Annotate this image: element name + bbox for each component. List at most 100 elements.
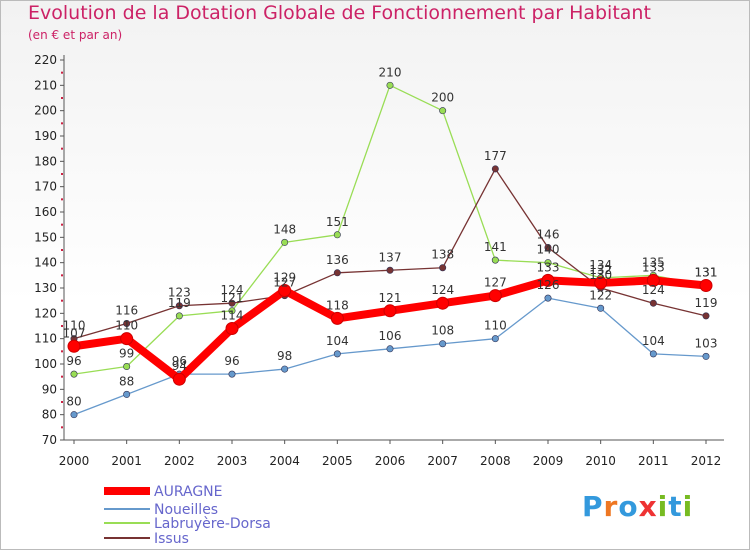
data-label: 80 [66,395,81,409]
data-label: 123 [168,286,191,300]
data-point [491,165,499,173]
data-point [649,299,657,307]
legend-label: AURAGNE [154,484,222,500]
data-label: 138 [431,248,454,262]
y-minor-tick [61,173,63,175]
y-tick-label: 130 [34,281,57,295]
x-tick-label: 2009 [533,454,564,468]
data-label: 96 [224,354,239,368]
data-point [649,350,657,358]
logo-letter: o [618,490,639,523]
y-minor-tick [61,223,63,226]
y-minor-tick [61,325,63,327]
data-point [175,302,183,310]
data-label: 104 [642,334,665,348]
data-point [544,243,552,251]
data-label: 127 [484,276,507,290]
data-point [597,304,605,312]
y-minor-tick [61,249,63,251]
y-minor-tick [61,299,63,302]
x-tick-label: 2008 [480,454,511,468]
data-label: 130 [589,268,612,282]
x-tick-label: 2006 [375,454,406,468]
data-label: 177 [484,149,507,163]
data-point [123,390,131,398]
data-label: 96 [66,354,81,368]
data-label: 133 [642,260,665,274]
data-point [228,307,236,315]
data-point [228,299,236,307]
data-point [333,269,341,277]
data-point [333,231,341,239]
y-tick-label: 210 [34,78,57,92]
y-minor-tick [61,147,63,150]
proxiti-logo: Proxiti [582,490,693,523]
y-tick-label: 170 [34,180,57,194]
data-label: 127 [273,276,296,290]
y-tick-label: 200 [34,104,57,118]
data-point [225,322,239,336]
data-label: 110 [484,319,507,333]
data-label: 124 [221,283,244,297]
data-label: 110 [115,319,138,333]
x-tick-label: 2004 [269,454,300,468]
y-minor-tick [61,375,63,378]
legend-label: Issus [154,531,189,547]
data-label: 96 [172,354,187,368]
data-label: 94 [172,359,187,373]
data-point [67,339,81,353]
data-point [491,335,499,343]
data-label: 110 [63,319,86,333]
data-label: 141 [484,240,507,254]
data-point [333,350,341,358]
data-label: 137 [379,250,402,264]
data-label: 131 [695,265,718,279]
data-label: 133 [537,260,560,274]
y-minor-tick [61,350,63,353]
data-point [541,273,555,287]
y-minor-tick [61,71,63,74]
data-label: 119 [695,296,718,310]
logo-letter: P [582,490,604,523]
x-tick-label: 2000 [59,454,90,468]
data-point [70,411,78,419]
data-point [281,365,289,373]
data-point [386,345,394,353]
data-label: 99 [119,347,134,361]
data-label: 103 [695,336,718,350]
data-label: 200 [431,91,454,105]
y-minor-tick [61,401,63,403]
data-label: 88 [119,374,134,388]
y-tick-label: 120 [34,306,57,320]
data-point [436,296,450,310]
data-label: 121 [221,291,244,305]
y-minor-tick [61,198,63,201]
y-tick-label: 110 [34,332,57,346]
data-point [120,332,134,346]
data-label: 126 [537,278,560,292]
data-label: 135 [642,255,665,269]
data-label: 124 [642,283,665,297]
y-tick-label: 180 [34,154,57,168]
data-point [439,340,447,348]
logo-letter: x [638,490,658,523]
data-label: 140 [537,243,560,257]
data-point [702,352,710,360]
data-point [491,256,499,264]
data-point [594,276,608,290]
data-label: 129 [273,271,296,285]
data-label: 134 [589,258,612,272]
data-point [386,81,394,89]
y-tick-label: 190 [34,129,57,143]
data-label: 131 [695,265,718,279]
y-minor-tick [61,426,63,429]
y-tick-label: 160 [34,205,57,219]
y-minor-tick [61,122,63,125]
data-label: 116 [115,303,138,317]
x-tick-label: 2011 [638,454,669,468]
x-tick-label: 2005 [322,454,353,468]
data-point [439,264,447,272]
data-point [172,372,186,386]
data-label: 104 [326,334,349,348]
